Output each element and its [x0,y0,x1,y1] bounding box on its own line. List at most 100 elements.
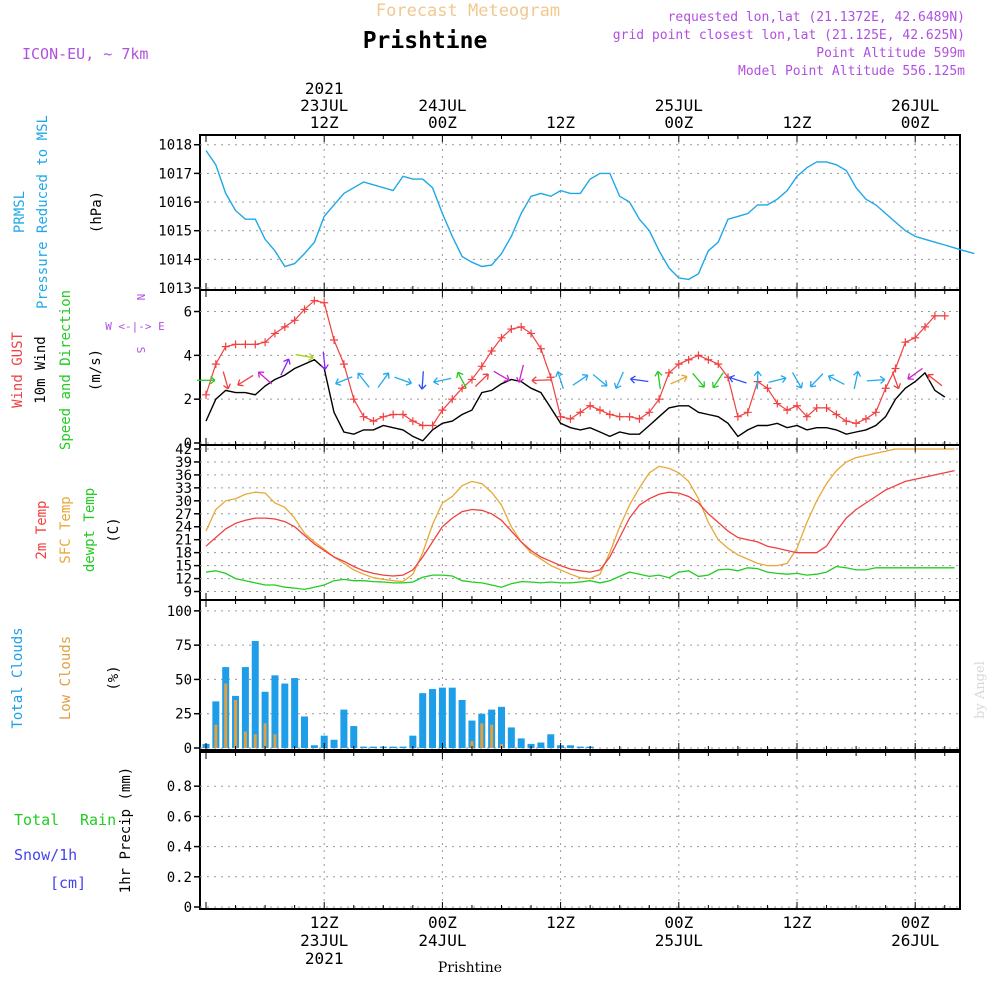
total-cloud-bar [507,727,515,748]
gust-point [497,333,506,342]
gust-point [339,360,348,369]
gust-point [477,362,486,371]
gust-point [517,322,526,331]
gust-point [270,329,279,338]
wind-direction-arrow [853,370,862,390]
wind-direction-arrow [493,370,510,382]
gust-point [507,325,516,334]
gust-point [605,410,614,419]
total-cloud-bar [566,745,574,748]
wind-unit: (m/s) [88,349,104,391]
top-time-label: 2021 [305,79,344,98]
gust-point [871,408,880,417]
gust-point [921,322,930,331]
wind-direction-arrow [768,375,787,384]
gust-point [743,408,752,417]
wind-direction-arrow [728,374,747,384]
bottom-time-label: 26JUL [891,931,939,950]
series-markers [197,296,949,430]
wind-direction-arrow [555,371,564,389]
y-tick-label: 39 [175,455,192,471]
gust-point [694,351,703,360]
wind-direction-arrow [222,371,231,390]
gust-point [408,417,417,426]
total-clouds-label: Total Clouds [10,627,26,728]
gust-label: Wind GUST [10,332,26,408]
gust-point [536,344,545,353]
y-tick-label: 4 [184,348,192,364]
y-tick-label: 15 [175,559,192,575]
gust-point [832,410,841,419]
gust-point [467,375,476,384]
gust-point [852,419,861,428]
total-cloud-bar [320,735,328,748]
temperature-panel [199,444,961,601]
wind-direction-arrow [456,371,467,389]
total-cloud-bar [360,746,368,748]
wind-direction-arrow [809,373,824,388]
gust-point [911,333,920,342]
bottom-time-label: 00Z [901,913,930,932]
y-tick-label: 1017 [158,166,192,182]
wind-direction-arrow [692,372,705,388]
y-tick-label: 1015 [158,224,192,240]
total-cloud-bar [458,700,466,748]
wind-direction-arrow [280,358,291,376]
y-tick-label: 42 [175,442,192,458]
gust-point [211,360,220,369]
low-cloud-bar [234,700,238,748]
y-tick-label: 1018 [158,138,192,154]
y-tick-label: 1016 [158,195,192,211]
gust-point [684,355,693,364]
total-cloud-bar [576,746,584,748]
bottom-time-label: 12Z [546,913,575,932]
bottom-time-label: 12Z [783,913,812,932]
wind-direction-arrow [630,375,649,384]
total-cloud-bar [409,735,417,748]
y-tick-label: 0.2 [167,870,192,886]
credit-label: by Angel [973,661,988,719]
bottom-time-label: 23JUL [300,931,348,950]
total-cloud-bar [241,667,249,748]
wind-direction-arrow [394,376,413,386]
total-cloud-bar [291,678,299,748]
clouds-panel [199,599,961,751]
top-time-label: 26JUL [891,96,939,115]
total-rain-label-rain: Rain [80,811,116,829]
gust-point [842,417,851,426]
y-tick-label: 1014 [158,252,192,268]
gust-point [733,412,742,421]
footer-location: Prishtine [438,960,502,976]
low-clouds-label: Low Clouds [58,636,74,720]
wind-direction-arrow [357,372,370,388]
wind-direction-arrow [654,370,663,390]
y-tick-label: 0.8 [167,779,192,795]
gust-point [822,403,831,412]
gust-point [586,401,595,410]
y-tick-label: 0 [184,741,192,757]
pressure-panel [199,134,961,291]
product-title: Forecast Meteogram [376,1,560,21]
wind10m-line [205,358,946,442]
total-cloud-bar [330,739,338,748]
total-cloud-bar [537,742,545,748]
sfc-temp-label: SFC Temp [58,496,74,563]
y-tick-label: 0.4 [167,840,192,856]
gust-point [438,406,447,415]
gust-point [940,311,949,320]
total-cloud-bar [527,743,535,748]
wind-direction-arrow [592,373,608,387]
top-time-label: 25JUL [655,96,703,115]
total-cloud-bar [389,746,397,748]
temp2m-line [205,469,955,577]
total-cloud-bar [281,683,289,748]
y-tick-label: 1013 [158,281,192,297]
dewpt-label: dewpt Temp [82,488,98,572]
temp-unit: (C) [106,517,122,542]
gust-point [280,322,289,331]
total-cloud-bar [547,734,555,748]
gust-point [448,395,457,404]
prmsl-line [205,150,975,281]
wind-direction-arrow [237,374,254,387]
